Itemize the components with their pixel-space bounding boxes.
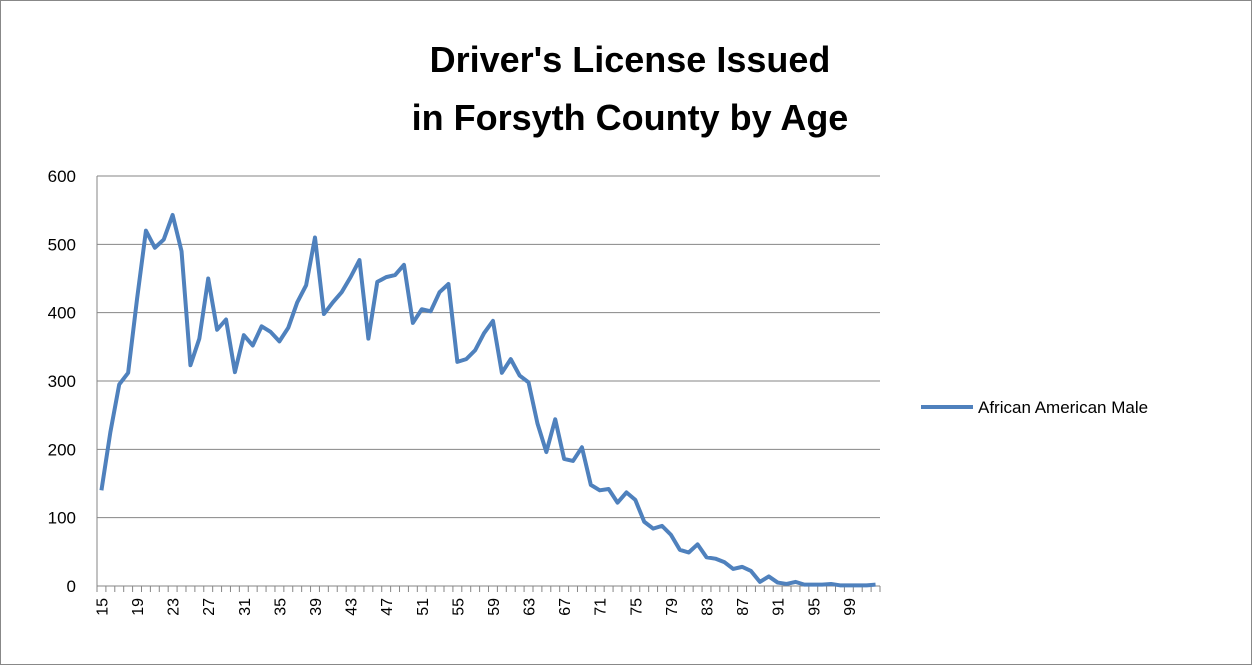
x-tick-label: 91 [771,598,788,616]
y-tick-label: 400 [48,304,76,323]
x-tick-label: 51 [415,598,432,616]
chart-title: in Forsyth County by Age [412,97,849,138]
y-tick-label: 600 [48,167,76,186]
x-tick-label: 83 [699,598,716,616]
x-tick-label: 87 [735,598,752,616]
chart-title: Driver's License Issued [430,39,831,80]
x-tick-label: 55 [450,598,467,616]
x-tick-label: 75 [628,598,645,616]
x-tick-label: 71 [593,598,610,616]
y-tick-label: 100 [48,509,76,528]
x-tick-label: 95 [806,598,823,616]
x-tick-label: 27 [201,598,218,616]
x-tick-label: 35 [272,598,289,616]
x-tick-label: 99 [842,598,859,616]
x-tick-label: 23 [166,598,183,616]
x-tick-label: 31 [237,598,254,616]
x-tick-label: 59 [486,598,503,616]
legend-label: African American Male [978,398,1148,417]
y-tick-label: 300 [48,372,76,391]
series-line [99,212,876,588]
x-tick-label: 19 [130,598,147,616]
x-tick-label: 63 [522,598,539,616]
x-tick-label: 39 [308,598,325,616]
x-tick-label: 43 [344,598,361,616]
x-tick-label: 47 [379,598,396,616]
y-tick-label: 0 [67,577,76,596]
x-tick-label: 15 [94,598,111,616]
y-tick-label: 500 [48,235,76,254]
x-tick-label: 67 [557,598,574,616]
y-tick-label: 200 [48,440,76,459]
x-tick-label: 79 [664,598,681,616]
